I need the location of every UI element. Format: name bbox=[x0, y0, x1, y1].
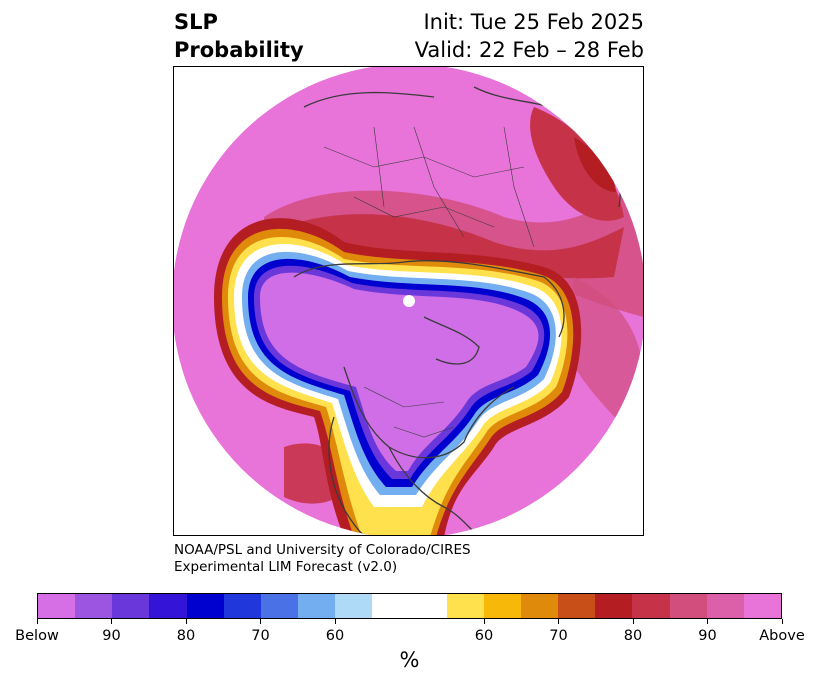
colorbar-swatch bbox=[743, 594, 782, 618]
colorbar-tick-mark bbox=[36, 619, 38, 624]
colorbar-tick-mark bbox=[707, 619, 708, 624]
colorbar-tick-mark bbox=[632, 619, 634, 624]
colorbar-tick-label: 80 bbox=[623, 628, 643, 644]
credit-line1: NOAA/PSL and University of Colorado/CIRE… bbox=[174, 542, 471, 558]
colorbar-swatch bbox=[595, 594, 633, 618]
init-date: Init: Tue 25 Feb 2025 bbox=[423, 10, 644, 34]
colorbar-tick-label: 90 bbox=[102, 628, 121, 644]
colorbar-tick-label: Below bbox=[15, 628, 59, 644]
eurasia-band-red bbox=[284, 214, 624, 279]
colorbar-swatch bbox=[372, 594, 447, 618]
polar-map bbox=[174, 67, 643, 535]
credit-line2: Experimental LIM Forecast (v2.0) bbox=[174, 559, 398, 575]
colorbar-swatch bbox=[75, 594, 113, 618]
boundaries bbox=[323, 126, 535, 438]
colorbar-tick-mark bbox=[781, 619, 783, 624]
colorbar-swatch bbox=[521, 594, 559, 618]
colorbar-tick-label: 80 bbox=[176, 628, 196, 644]
colorbar-tick-label: Above bbox=[759, 628, 805, 644]
colorbar-swatch bbox=[632, 594, 670, 618]
colorbar-swatch bbox=[149, 594, 187, 618]
valid-range: Valid: 22 Feb – 28 Feb bbox=[414, 38, 644, 62]
east-europe-red bbox=[530, 107, 624, 221]
colorbar bbox=[37, 593, 782, 619]
colorbar-tick-mark bbox=[185, 619, 187, 624]
title-right: Init: Tue 25 Feb 2025 Valid: 22 Feb – 28… bbox=[415, 8, 644, 64]
title-variable: SLP bbox=[174, 10, 218, 34]
colorbar-swatch bbox=[298, 594, 336, 618]
colorbar-tick-mark bbox=[558, 619, 559, 624]
colorbar-swatch bbox=[112, 594, 150, 618]
colorbar-swatch bbox=[186, 594, 224, 618]
colorbar-tick-mark bbox=[260, 619, 261, 624]
colorbar-tick-mark bbox=[483, 619, 485, 624]
colorbar-tick-mark bbox=[334, 619, 336, 624]
colorbar-tick-label: 90 bbox=[698, 628, 717, 644]
pole-spot bbox=[403, 295, 415, 307]
title-field: Probability bbox=[174, 38, 304, 62]
east-europe-dark bbox=[574, 137, 616, 192]
colorbar-swatch bbox=[223, 594, 261, 618]
colorbar-swatch bbox=[38, 594, 76, 618]
colorbar-unit: % bbox=[399, 648, 420, 672]
colorbar-tick-label: 70 bbox=[251, 628, 270, 644]
colorbar-swatch bbox=[335, 594, 373, 618]
map-frame bbox=[173, 66, 644, 536]
colorbar-tick-mark bbox=[111, 619, 112, 624]
colorbar-swatch bbox=[706, 594, 744, 618]
colorbar-tick-label: 60 bbox=[474, 628, 494, 644]
colorbar-swatch bbox=[446, 594, 484, 618]
colorbar-swatch bbox=[260, 594, 299, 618]
colorbar-swatch bbox=[483, 594, 522, 618]
coastlines bbox=[293, 86, 621, 535]
title-left: SLP Probability bbox=[174, 8, 304, 64]
below-core bbox=[260, 272, 539, 471]
colorbar-tick-label: 60 bbox=[325, 628, 345, 644]
colorbar-tick-label: 70 bbox=[549, 628, 568, 644]
credit: NOAA/PSL and University of Colorado/CIRE… bbox=[174, 542, 471, 576]
colorbar-swatch bbox=[669, 594, 707, 618]
colorbar-swatch bbox=[558, 594, 596, 618]
